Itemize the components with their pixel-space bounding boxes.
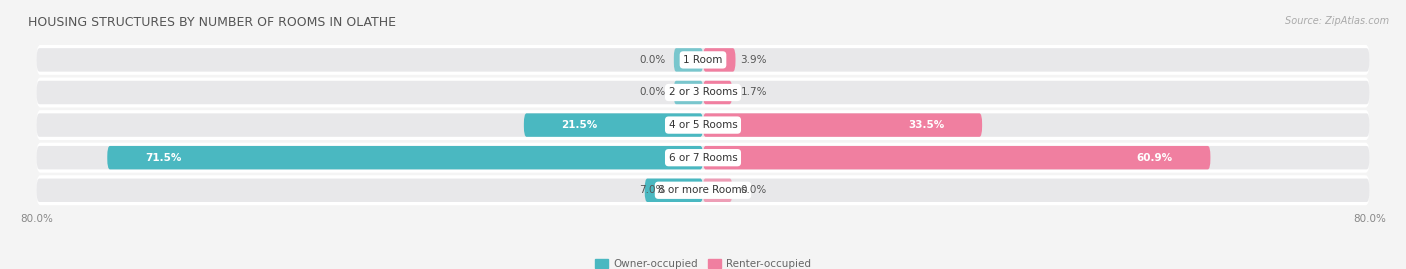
FancyBboxPatch shape: [107, 146, 703, 169]
Legend: Owner-occupied, Renter-occupied: Owner-occupied, Renter-occupied: [595, 259, 811, 269]
FancyBboxPatch shape: [37, 48, 1369, 72]
FancyBboxPatch shape: [645, 179, 703, 202]
FancyBboxPatch shape: [703, 81, 733, 104]
Text: 2 or 3 Rooms: 2 or 3 Rooms: [669, 87, 737, 97]
Text: 0.0%: 0.0%: [640, 87, 665, 97]
FancyBboxPatch shape: [673, 81, 703, 104]
FancyBboxPatch shape: [673, 48, 703, 72]
Text: 0.0%: 0.0%: [741, 185, 766, 195]
Text: 6 or 7 Rooms: 6 or 7 Rooms: [669, 153, 737, 163]
Text: 3.9%: 3.9%: [741, 55, 768, 65]
FancyBboxPatch shape: [37, 77, 1369, 108]
FancyBboxPatch shape: [37, 179, 1369, 202]
FancyBboxPatch shape: [37, 146, 1369, 169]
Text: 8 or more Rooms: 8 or more Rooms: [658, 185, 748, 195]
FancyBboxPatch shape: [37, 175, 1369, 205]
FancyBboxPatch shape: [703, 146, 1211, 169]
FancyBboxPatch shape: [524, 113, 703, 137]
FancyBboxPatch shape: [37, 113, 1369, 137]
Text: 0.0%: 0.0%: [640, 55, 665, 65]
FancyBboxPatch shape: [37, 45, 1369, 75]
FancyBboxPatch shape: [703, 179, 733, 202]
FancyBboxPatch shape: [37, 110, 1369, 140]
FancyBboxPatch shape: [37, 81, 1369, 104]
FancyBboxPatch shape: [703, 113, 983, 137]
FancyBboxPatch shape: [703, 48, 735, 72]
Text: 60.9%: 60.9%: [1137, 153, 1173, 163]
Text: 33.5%: 33.5%: [908, 120, 945, 130]
Text: 1 Room: 1 Room: [683, 55, 723, 65]
Text: 21.5%: 21.5%: [561, 120, 598, 130]
Text: Source: ZipAtlas.com: Source: ZipAtlas.com: [1285, 16, 1389, 26]
Text: HOUSING STRUCTURES BY NUMBER OF ROOMS IN OLATHE: HOUSING STRUCTURES BY NUMBER OF ROOMS IN…: [28, 16, 396, 30]
Text: 4 or 5 Rooms: 4 or 5 Rooms: [669, 120, 737, 130]
Text: 1.7%: 1.7%: [741, 87, 768, 97]
FancyBboxPatch shape: [37, 143, 1369, 173]
Text: 7.0%: 7.0%: [640, 185, 665, 195]
Text: 71.5%: 71.5%: [145, 153, 181, 163]
